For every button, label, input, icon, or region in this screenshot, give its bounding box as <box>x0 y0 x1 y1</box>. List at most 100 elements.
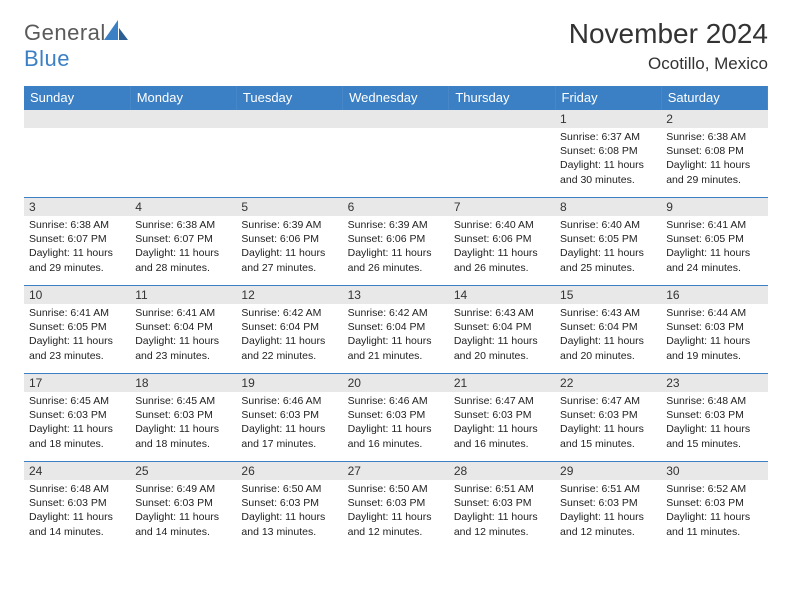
calendar-cell: 20Sunrise: 6:46 AMSunset: 6:03 PMDayligh… <box>343 374 449 462</box>
sunrise-text: Sunrise: 6:39 AM <box>241 218 337 232</box>
sunset-text: Sunset: 6:03 PM <box>29 496 125 510</box>
day-number: 5 <box>236 198 342 216</box>
day-info: Sunrise: 6:41 AMSunset: 6:05 PMDaylight:… <box>24 304 130 363</box>
day-number: 28 <box>449 462 555 480</box>
calendar-cell: 23Sunrise: 6:48 AMSunset: 6:03 PMDayligh… <box>661 374 767 462</box>
day-number: 15 <box>555 286 661 304</box>
day-number: 8 <box>555 198 661 216</box>
calendar-cell: 30Sunrise: 6:52 AMSunset: 6:03 PMDayligh… <box>661 462 767 550</box>
calendar-cell <box>24 110 130 198</box>
day-number: 22 <box>555 374 661 392</box>
calendar-cell: 5Sunrise: 6:39 AMSunset: 6:06 PMDaylight… <box>236 198 342 286</box>
weekday-col: Sunday <box>24 86 130 110</box>
sunset-text: Sunset: 6:03 PM <box>560 496 656 510</box>
sunset-text: Sunset: 6:03 PM <box>241 408 337 422</box>
daylight-text: Daylight: 11 hours and 30 minutes. <box>560 158 656 186</box>
daylight-text: Daylight: 11 hours and 18 minutes. <box>135 422 231 450</box>
sunrise-text: Sunrise: 6:48 AM <box>666 394 762 408</box>
daylight-text: Daylight: 11 hours and 24 minutes. <box>666 246 762 274</box>
day-number: 12 <box>236 286 342 304</box>
sunset-text: Sunset: 6:08 PM <box>560 144 656 158</box>
day-info: Sunrise: 6:42 AMSunset: 6:04 PMDaylight:… <box>236 304 342 363</box>
daylight-text: Daylight: 11 hours and 12 minutes. <box>560 510 656 538</box>
sunrise-text: Sunrise: 6:38 AM <box>135 218 231 232</box>
day-number: 9 <box>661 198 767 216</box>
daylight-text: Daylight: 11 hours and 12 minutes. <box>454 510 550 538</box>
calendar-cell: 6Sunrise: 6:39 AMSunset: 6:06 PMDaylight… <box>343 198 449 286</box>
calendar-cell: 11Sunrise: 6:41 AMSunset: 6:04 PMDayligh… <box>130 286 236 374</box>
day-number: 2 <box>661 110 767 128</box>
day-info: Sunrise: 6:50 AMSunset: 6:03 PMDaylight:… <box>343 480 449 539</box>
calendar-row: 24Sunrise: 6:48 AMSunset: 6:03 PMDayligh… <box>24 462 768 550</box>
day-number <box>130 110 236 128</box>
day-info: Sunrise: 6:46 AMSunset: 6:03 PMDaylight:… <box>343 392 449 451</box>
day-info: Sunrise: 6:45 AMSunset: 6:03 PMDaylight:… <box>24 392 130 451</box>
calendar-cell: 15Sunrise: 6:43 AMSunset: 6:04 PMDayligh… <box>555 286 661 374</box>
calendar-cell: 13Sunrise: 6:42 AMSunset: 6:04 PMDayligh… <box>343 286 449 374</box>
day-info: Sunrise: 6:41 AMSunset: 6:04 PMDaylight:… <box>130 304 236 363</box>
day-info: Sunrise: 6:45 AMSunset: 6:03 PMDaylight:… <box>130 392 236 451</box>
sunset-text: Sunset: 6:08 PM <box>666 144 762 158</box>
sunset-text: Sunset: 6:04 PM <box>241 320 337 334</box>
sunrise-text: Sunrise: 6:41 AM <box>135 306 231 320</box>
daylight-text: Daylight: 11 hours and 12 minutes. <box>348 510 444 538</box>
calendar-cell <box>236 110 342 198</box>
calendar-cell <box>130 110 236 198</box>
day-number: 7 <box>449 198 555 216</box>
daylight-text: Daylight: 11 hours and 14 minutes. <box>135 510 231 538</box>
calendar-row: 3Sunrise: 6:38 AMSunset: 6:07 PMDaylight… <box>24 198 768 286</box>
day-info: Sunrise: 6:47 AMSunset: 6:03 PMDaylight:… <box>449 392 555 451</box>
daylight-text: Daylight: 11 hours and 22 minutes. <box>241 334 337 362</box>
calendar-cell: 29Sunrise: 6:51 AMSunset: 6:03 PMDayligh… <box>555 462 661 550</box>
day-info: Sunrise: 6:40 AMSunset: 6:05 PMDaylight:… <box>555 216 661 275</box>
day-number: 10 <box>24 286 130 304</box>
day-info: Sunrise: 6:48 AMSunset: 6:03 PMDaylight:… <box>661 392 767 451</box>
calendar-cell: 25Sunrise: 6:49 AMSunset: 6:03 PMDayligh… <box>130 462 236 550</box>
sunrise-text: Sunrise: 6:40 AM <box>454 218 550 232</box>
day-number: 16 <box>661 286 767 304</box>
calendar-table: Sunday Monday Tuesday Wednesday Thursday… <box>24 86 768 550</box>
sunset-text: Sunset: 6:03 PM <box>348 496 444 510</box>
calendar-cell: 9Sunrise: 6:41 AMSunset: 6:05 PMDaylight… <box>661 198 767 286</box>
sunset-text: Sunset: 6:05 PM <box>560 232 656 246</box>
daylight-text: Daylight: 11 hours and 26 minutes. <box>348 246 444 274</box>
day-number: 18 <box>130 374 236 392</box>
sunrise-text: Sunrise: 6:42 AM <box>241 306 337 320</box>
sunset-text: Sunset: 6:03 PM <box>135 496 231 510</box>
sunset-text: Sunset: 6:05 PM <box>29 320 125 334</box>
day-number: 29 <box>555 462 661 480</box>
day-number: 24 <box>24 462 130 480</box>
calendar-cell: 22Sunrise: 6:47 AMSunset: 6:03 PMDayligh… <box>555 374 661 462</box>
day-number: 27 <box>343 462 449 480</box>
day-info: Sunrise: 6:42 AMSunset: 6:04 PMDaylight:… <box>343 304 449 363</box>
day-info: Sunrise: 6:40 AMSunset: 6:06 PMDaylight:… <box>449 216 555 275</box>
day-info: Sunrise: 6:38 AMSunset: 6:07 PMDaylight:… <box>130 216 236 275</box>
sunset-text: Sunset: 6:04 PM <box>560 320 656 334</box>
sunrise-text: Sunrise: 6:43 AM <box>560 306 656 320</box>
sunrise-text: Sunrise: 6:37 AM <box>560 130 656 144</box>
sunset-text: Sunset: 6:03 PM <box>241 496 337 510</box>
day-number: 17 <box>24 374 130 392</box>
sunrise-text: Sunrise: 6:41 AM <box>666 218 762 232</box>
calendar-cell: 7Sunrise: 6:40 AMSunset: 6:06 PMDaylight… <box>449 198 555 286</box>
brand-text: General Blue <box>24 18 128 72</box>
sunrise-text: Sunrise: 6:45 AM <box>135 394 231 408</box>
sunrise-text: Sunrise: 6:38 AM <box>666 130 762 144</box>
header: General Blue November 2024 Ocotillo, Mex… <box>24 18 768 74</box>
sunrise-text: Sunrise: 6:46 AM <box>348 394 444 408</box>
brand-part2: Blue <box>24 46 70 71</box>
day-number: 4 <box>130 198 236 216</box>
sunrise-text: Sunrise: 6:45 AM <box>29 394 125 408</box>
day-number: 1 <box>555 110 661 128</box>
sunset-text: Sunset: 6:04 PM <box>135 320 231 334</box>
sunset-text: Sunset: 6:03 PM <box>666 320 762 334</box>
sunrise-text: Sunrise: 6:39 AM <box>348 218 444 232</box>
weekday-col: Thursday <box>449 86 555 110</box>
weekday-col: Friday <box>555 86 661 110</box>
sunset-text: Sunset: 6:06 PM <box>241 232 337 246</box>
day-number: 26 <box>236 462 342 480</box>
weekday-col: Monday <box>130 86 236 110</box>
daylight-text: Daylight: 11 hours and 29 minutes. <box>29 246 125 274</box>
title-block: November 2024 Ocotillo, Mexico <box>569 18 768 74</box>
sunrise-text: Sunrise: 6:50 AM <box>348 482 444 496</box>
